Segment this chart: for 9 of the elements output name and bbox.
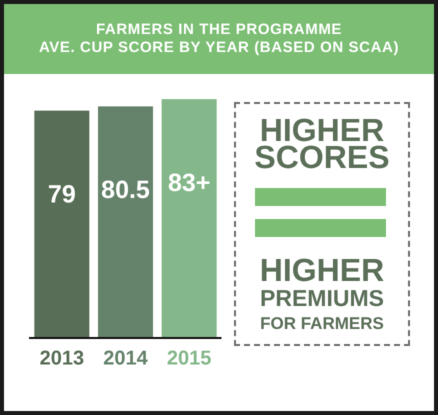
- x-tick-label: 2015: [166, 348, 212, 370]
- data-label: 79: [48, 180, 76, 209]
- chart-title: FARMERS IN THE PROGRAMME: [94, 21, 344, 38]
- text: FOR FARMERS: [259, 314, 385, 333]
- data-label: 80.5: [101, 176, 150, 204]
- chart-subtitle: AVE. CUP SCORE BY YEAR (BASED ON SCAA): [38, 39, 400, 56]
- x-tick-label: 2014: [103, 348, 149, 370]
- x-tick-label: 2013: [40, 348, 84, 370]
- data-label: 83+: [168, 169, 210, 198]
